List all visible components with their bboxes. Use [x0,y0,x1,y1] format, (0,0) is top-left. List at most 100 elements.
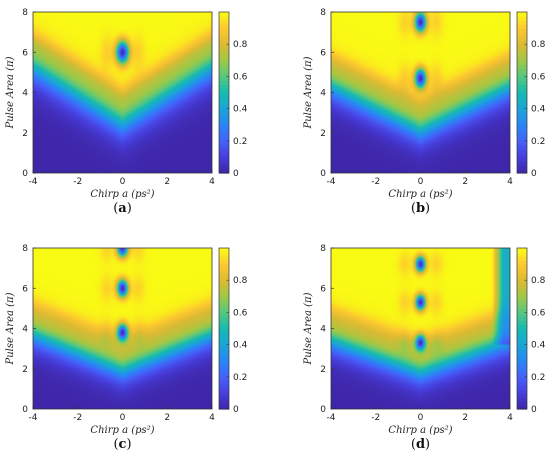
colorbar-segment [517,56,527,61]
colorbar-segment [517,76,527,82]
colorbar-segment [219,248,229,253]
x-axis-label: Chirp a (ps²) [388,189,452,200]
panel-label: (d) [411,437,430,452]
colorbar-segment [517,332,527,338]
colorbar-segment [219,300,229,305]
colorbar-segment [219,44,229,49]
colorbar-segment [517,392,527,398]
colorbar: 0 0.2 0.4 0.6 0.8 [218,247,248,415]
x-axis-label: Chirp a (ps²) [388,425,452,436]
colorbar-segment [517,388,527,394]
colorbar-segment [219,380,229,386]
y-tick-label: 4 [22,89,28,99]
y-tick-label: 4 [320,325,326,335]
colorbar-segment [517,368,527,374]
heatmap-image [33,12,212,173]
colorbar-segment [517,144,527,150]
x-tick-label: -2 [371,413,380,423]
y-tick-label: 0 [320,405,326,415]
x-tick-label: 0 [418,177,424,187]
colorbar-segment [517,96,527,102]
colorbar-segment [219,264,229,269]
colorbar-segment [517,328,527,334]
colorbar-segment [517,20,527,25]
colorbar-segment [517,40,527,45]
colorbar-segment [219,356,229,362]
colorbar-segment [219,392,229,398]
colorbar-segment [219,272,229,277]
y-tick-label: 8 [22,8,28,18]
colorbar-segment [219,28,229,33]
colorbar-segment [517,252,527,257]
colorbar: 0 0.2 0.4 0.6 0.8 [218,11,248,179]
y-axis-label: Pulse Area (π) [5,292,16,365]
colorbar-tick-label: 0.8 [233,276,248,286]
colorbar-segment [219,72,229,77]
colorbar-tick-label: 0 [233,405,239,415]
x-tick-label: -2 [73,413,82,423]
y-tick-label: 4 [22,325,28,335]
colorbar-tick-label: 0.8 [531,40,546,50]
colorbar-segment [517,288,527,293]
colorbar-segment [517,152,527,158]
colorbar-tick-label: 0.2 [233,137,247,147]
colorbar-segment [219,36,229,41]
x-tick-label: 2 [164,177,170,187]
colorbar-segment [219,88,229,94]
y-tick-label: 2 [320,129,326,139]
colorbar-segment [517,364,527,370]
colorbar-segment [517,16,527,21]
colorbar-segment [219,168,229,174]
colorbar-segment [219,372,229,378]
colorbar-segment [219,368,229,374]
colorbar-tick-label: 0.6 [233,308,248,318]
colorbar-tick-label: 0.6 [233,72,248,82]
x-tick-label: -4 [29,413,38,423]
colorbar-segment [219,316,229,322]
colorbar-frame [218,11,230,174]
heatmap-image [331,12,510,173]
y-tick-label: 0 [22,169,28,179]
colorbar-segment [517,376,527,382]
colorbar-segment [219,128,229,134]
colorbar-segment [517,84,527,90]
colorbar-tick-label: 0.4 [531,341,546,351]
y-tick-label: 0 [320,169,326,179]
colorbar-segment [219,116,229,122]
colorbar-segment [219,40,229,45]
y-tick-label: 0 [22,405,28,415]
colorbar-segment [219,68,229,73]
colorbar-segment [219,124,229,130]
colorbar-segment [517,380,527,386]
x-tick-label: -4 [327,177,336,187]
colorbar-segment [219,324,229,330]
colorbar-segment [219,388,229,394]
y-tick-label: 2 [22,129,28,139]
colorbar-segment [517,48,527,53]
colorbar-segment [517,64,527,69]
colorbar-segment [219,12,229,17]
x-tick-label: 4 [507,177,513,187]
colorbar-segment [219,64,229,69]
colorbar-segment [517,164,527,170]
colorbar-segment [517,344,527,350]
y-tick-label: 6 [320,284,326,294]
colorbar-segment [517,396,527,402]
heatmap-image [33,248,212,409]
colorbar-segment [219,152,229,158]
colorbar-segment [517,88,527,94]
colorbar-segment [219,136,229,142]
colorbar-segment [517,280,527,285]
y-axis-label: Pulse Area (π) [303,292,314,365]
x-tick-label: -2 [73,177,82,187]
panel-label: (b) [411,201,430,216]
colorbar-segment [517,336,527,342]
colorbar-segment [219,104,229,110]
colorbar-tick-label: 0.4 [233,341,248,351]
x-tick-label: -2 [371,177,380,187]
colorbar-segment [219,344,229,350]
colorbar-segment [219,320,229,326]
colorbar-frame [516,247,528,410]
colorbar-segment [517,132,527,138]
